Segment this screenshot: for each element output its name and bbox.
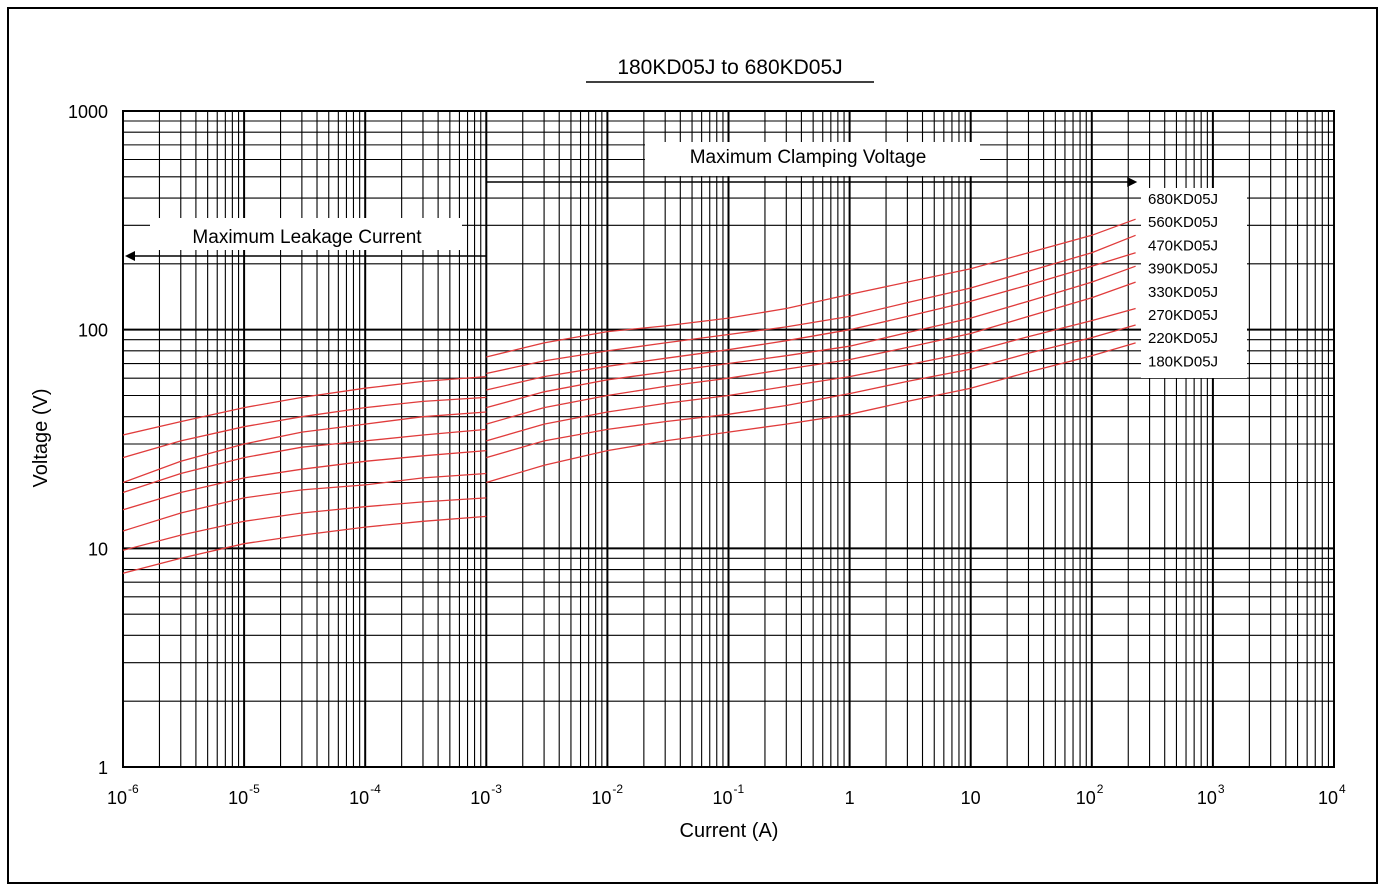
series-leakage-line bbox=[122, 472, 487, 532]
clamping-annotation-label: Maximum Clamping Voltage bbox=[690, 147, 927, 168]
x-tick-label: 10 bbox=[961, 788, 981, 808]
y-tick-label: 1000 bbox=[68, 102, 108, 122]
x-tick-label: 10 -2 bbox=[591, 782, 623, 808]
series-clamping-line bbox=[486, 218, 1136, 358]
x-tick-base: 10 bbox=[712, 788, 732, 808]
series-clamping-line bbox=[486, 252, 1136, 391]
y-tick-label: 1 bbox=[98, 758, 108, 778]
series-clamping-line bbox=[486, 342, 1136, 484]
legend-entry: 470KD05J bbox=[1148, 237, 1218, 254]
leakage-arrow-head bbox=[125, 251, 135, 261]
x-tick-exponent: 2 bbox=[1097, 782, 1104, 796]
x-axis-label: Current (A) bbox=[680, 820, 779, 842]
x-tick-label: 10 3 bbox=[1197, 782, 1225, 808]
x-tick-label: 10 -1 bbox=[712, 782, 744, 808]
x-tick-exponent: -4 bbox=[370, 782, 381, 796]
series-leakage-line bbox=[122, 411, 487, 484]
x-tick-label: 1 bbox=[845, 788, 855, 808]
x-tick-label: 10 2 bbox=[1076, 782, 1104, 808]
series-leakage-line bbox=[122, 515, 487, 574]
leakage-annotation-bg bbox=[150, 218, 462, 250]
series-leakage-line bbox=[122, 428, 487, 494]
x-tick-label: 10 4 bbox=[1318, 782, 1346, 808]
x-tick-label: 10 -6 bbox=[107, 782, 139, 808]
series-clamping-line bbox=[486, 281, 1136, 425]
x-tick-base: 10 bbox=[107, 788, 127, 808]
x-tick-exponent: -2 bbox=[612, 782, 623, 796]
x-tick-base: 10 bbox=[961, 788, 981, 808]
x-tick-base: 10 bbox=[591, 788, 611, 808]
y-tick-label: 10 bbox=[88, 539, 108, 559]
plot-border bbox=[122, 110, 1335, 768]
x-tick-exponent: -6 bbox=[128, 782, 139, 796]
series-clamping-line bbox=[486, 324, 1136, 459]
leakage-annotation-label: Maximum Leakage Current bbox=[192, 227, 422, 248]
series-leakage-line bbox=[122, 449, 487, 511]
legend: 680KD05J 560KD05J 470KD05J 390KD05J 330KD05J… bbox=[1141, 188, 1247, 378]
legend-entry: 390KD05J bbox=[1148, 261, 1218, 278]
x-tick-exponent: -5 bbox=[249, 782, 260, 796]
x-tick-exponent: 3 bbox=[1218, 782, 1225, 796]
series-leakage-line bbox=[122, 396, 487, 459]
x-tick-exponent: -3 bbox=[491, 782, 502, 796]
x-tick-exponent: -1 bbox=[734, 782, 745, 796]
legend-entry: 220KD05J bbox=[1148, 330, 1218, 347]
series-clamping-line bbox=[486, 234, 1136, 375]
legend-background bbox=[1141, 188, 1247, 378]
x-tick-label: 10 -4 bbox=[349, 782, 381, 808]
x-tick-base: 10 bbox=[228, 788, 248, 808]
legend-entry: 270KD05J bbox=[1148, 307, 1218, 324]
x-tick-base: 10 bbox=[1197, 788, 1217, 808]
series-clamping-line bbox=[486, 307, 1136, 442]
x-tick-label: 10 -3 bbox=[470, 782, 502, 808]
series-leakage-line bbox=[122, 375, 487, 436]
x-tick-base: 10 bbox=[470, 788, 490, 808]
clamping-arrow-head bbox=[1127, 177, 1138, 187]
x-tick-exponent: 4 bbox=[1339, 782, 1346, 796]
axes: 10 -6 10 -5 10 -4 10 -3 10 -2 10 -1 1 10 10 2 10 3 10 41000… bbox=[68, 102, 1346, 808]
legend-entry: 560KD05J bbox=[1148, 214, 1218, 231]
figure-frame bbox=[7, 7, 1378, 884]
legend-entry: 330KD05J bbox=[1148, 284, 1218, 301]
legend-entry: 680KD05J bbox=[1148, 191, 1218, 208]
x-tick-base: 1 bbox=[845, 788, 855, 808]
x-tick-base: 10 bbox=[349, 788, 369, 808]
legend-entry: 180KD05J bbox=[1148, 353, 1218, 370]
series-lines bbox=[122, 218, 1136, 574]
clamping-annotation-bg bbox=[645, 142, 980, 176]
y-axis-label: Voltage (V) bbox=[30, 389, 52, 488]
y-tick-label: 100 bbox=[78, 321, 108, 341]
x-tick-base: 10 bbox=[1318, 788, 1338, 808]
x-tick-base: 10 bbox=[1076, 788, 1096, 808]
series-leakage-line bbox=[122, 497, 487, 551]
x-tick-label: 10 -5 bbox=[228, 782, 260, 808]
series-clamping-line bbox=[486, 265, 1136, 409]
annotations: Maximum Leakage Current Maximum Clamping … bbox=[125, 142, 1138, 268]
chart-title: 180KD05J to 680KD05J bbox=[617, 56, 842, 79]
